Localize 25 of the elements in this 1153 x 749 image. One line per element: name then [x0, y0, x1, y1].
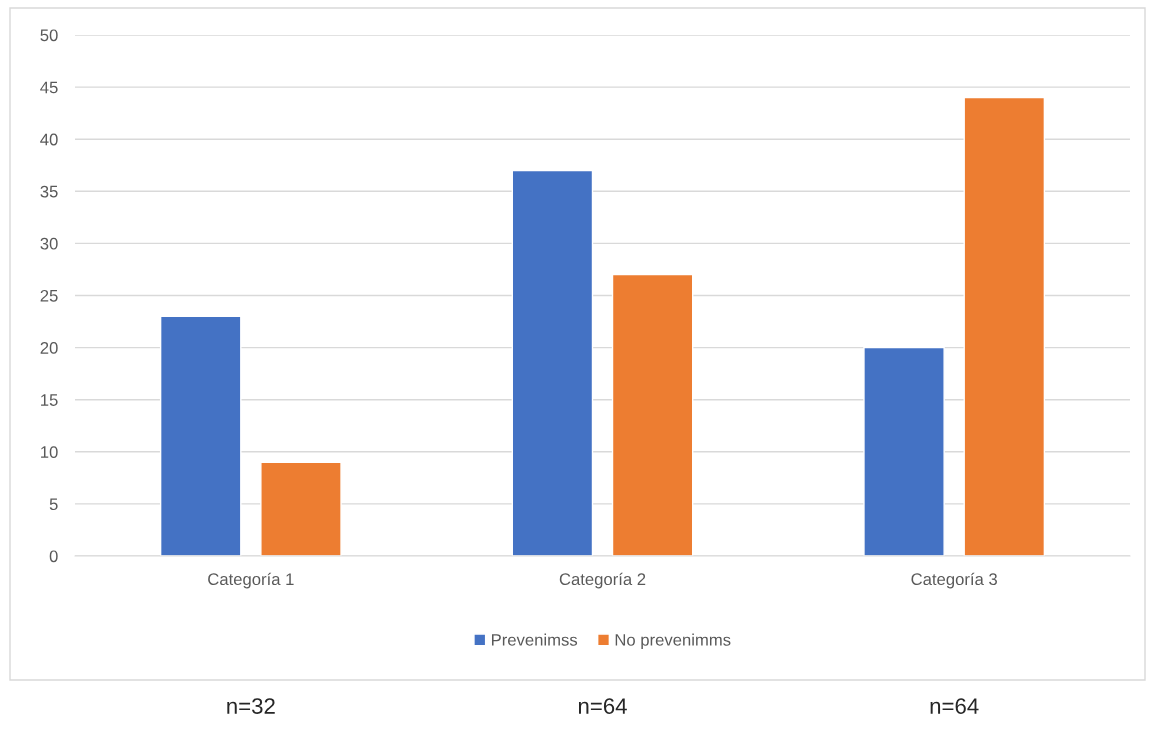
y-tick-label: 45 — [40, 81, 58, 94]
x-tick-label: Categoría 1 — [208, 572, 294, 589]
y-tick-label: 35 — [40, 185, 58, 198]
text: n=64 — [930, 698, 979, 714]
x-tick-label: Categoría 2 — [559, 572, 646, 589]
text: n=64 — [578, 698, 627, 714]
legend-label: Prevenimss — [491, 633, 578, 646]
y-tick-label: 40 — [40, 133, 58, 146]
y-tick-label: 25 — [40, 289, 58, 302]
bar — [611, 273, 694, 556]
text: n=32 — [227, 698, 275, 714]
y-tick-label: 5 — [49, 498, 58, 511]
bar — [511, 169, 594, 556]
y-tick-label: 10 — [41, 446, 58, 458]
bar — [159, 315, 242, 556]
bar — [963, 96, 1046, 556]
legend-label: No prevenimms — [615, 633, 731, 650]
bar — [863, 346, 945, 556]
y-tick-label: 30 — [40, 237, 58, 250]
y-tick-label: 0 — [49, 550, 58, 563]
x-tick-label: Categoría 3 — [911, 572, 997, 589]
y-tick-label: 15 — [41, 394, 58, 406]
y-tick-label: 50 — [40, 29, 58, 42]
y-tick-label: 20 — [40, 342, 58, 354]
bar — [260, 461, 342, 556]
